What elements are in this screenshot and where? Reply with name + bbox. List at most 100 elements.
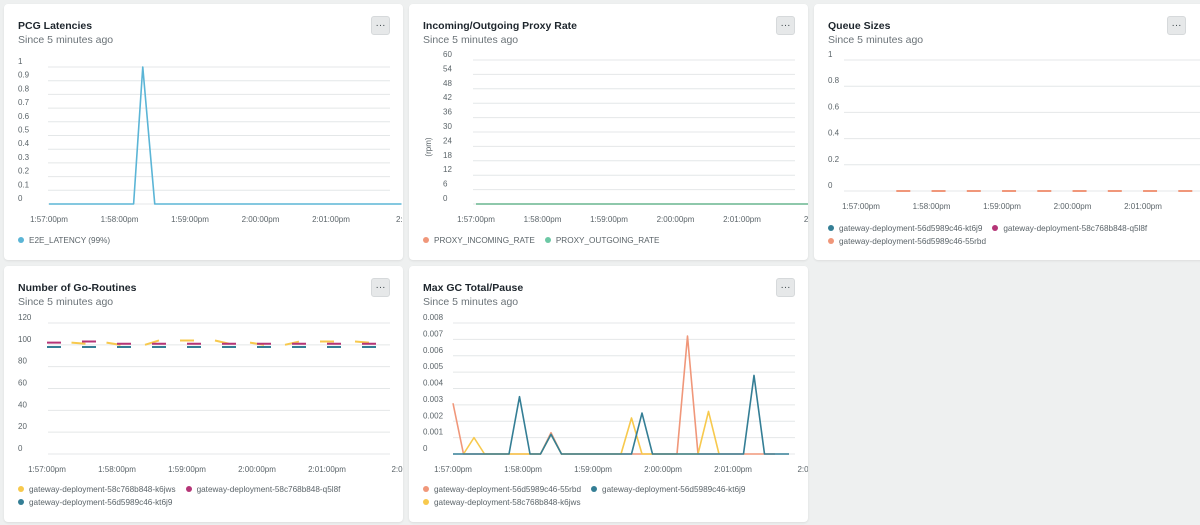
panel-menu-button[interactable]: ··· (371, 278, 390, 297)
x-tick-label: 1:59:00pm (171, 215, 209, 224)
legend-item[interactable]: gateway-deployment-58c768b848-q5l8f (992, 223, 1147, 236)
x-tick-label: 2:00:00pm (242, 215, 280, 224)
x-tick-label: 2:0 (396, 215, 403, 224)
legend-item[interactable]: gateway-deployment-58c768b848-k6jws (423, 497, 581, 510)
legend-item[interactable]: gateway-deployment-56d5989c46-kt6j9 (18, 497, 172, 510)
legend-item[interactable]: PROXY_INCOMING_RATE (423, 235, 535, 248)
legend-swatch (591, 486, 598, 492)
y-tick-label: 0.5 (18, 126, 30, 135)
series-segment (144, 339, 160, 346)
legend-swatch (423, 237, 429, 243)
panel-subtitle: Since 5 minutes ago (18, 296, 114, 308)
x-tick-label: 2:01:00pm (723, 215, 761, 224)
queue-sizes-chart[interactable]: 0 0.2 0.4 0.6 0.8 1 1:57:00pm 1:58:00pm 1:59:00p… (814, 4, 1200, 260)
legend-label: E2E_LATENCY (99%) (29, 236, 111, 245)
panel-title: PCG Latencies (18, 20, 93, 32)
pcg-latencies-chart[interactable]: 0 0.1 0.2 0.3 0.4 0.5 0.6 0.7 0.8 0.9 1 1:57:00pm 1:… (4, 4, 403, 260)
y-tick-label: 0.7 (18, 98, 30, 107)
legend-label: gateway-deployment-56d5989c46-55rbd (434, 485, 582, 494)
y-tick-label: 18 (443, 151, 452, 160)
proxy-rate-chart[interactable]: 0 6 12 18 24 30 36 42 48 54 60 (rpm) 1:57:00pm 1:58:0… (409, 4, 808, 260)
y-tick-label: 12 (443, 165, 452, 174)
legend-label: gateway-deployment-56d5989c46-kt6j9 (839, 224, 983, 233)
x-tick-label: 1:57:00pm (28, 465, 66, 474)
x-tick-label: 1:58:00pm (98, 465, 136, 474)
x-tick-label: 2:0 (797, 465, 808, 474)
series-line (49, 66, 402, 205)
legend-label: gateway-deployment-58c768b848-q5l8f (196, 485, 341, 494)
panel-menu-button[interactable]: ··· (1167, 16, 1186, 35)
legend-swatch (828, 225, 834, 231)
y-tick-label: 48 (443, 79, 452, 88)
panel-title: Number of Go-Routines (18, 282, 137, 294)
y-tick-label: 1 (18, 57, 23, 66)
legend-item[interactable]: gateway-deployment-58c768b848-q5l8f (185, 484, 341, 497)
legend-swatch (423, 498, 429, 505)
legend-item[interactable]: PROXY_OUTGOING_RATE (544, 235, 660, 248)
y-tick-label: 0.006 (423, 346, 444, 355)
legend-item[interactable]: gateway-deployment-58c768b848-k6jws (18, 484, 176, 497)
max-gc-chart[interactable]: 0 0.001 0.002 0.003 0.004 0.005 0.006 0.007 0.00… (409, 266, 808, 522)
legend-label: PROXY_INCOMING_RATE (434, 236, 535, 245)
legend-item[interactable]: gateway-deployment-56d5989c46-kt6j9 (828, 223, 982, 236)
panel-subtitle: Since 5 minutes ago (423, 296, 519, 308)
y-tick-label: 0 (828, 181, 833, 190)
x-tick-label: 2:01:00pm (312, 215, 350, 224)
chart-legend: gateway-deployment-56d5989c46-55rbd gatew… (423, 484, 803, 509)
x-tick-label: 2:00:00pm (657, 215, 695, 224)
y-tick-label: 100 (18, 335, 32, 344)
series-segment (354, 340, 370, 344)
go-routines-chart[interactable]: 0 20 40 60 80 100 120 1:57:00pm 1:58:00pm 1:59:00… (4, 266, 403, 522)
legend-label: gateway-deployment-58c768b848-k6jws (434, 497, 581, 507)
panel-subtitle: Since 5 minutes ago (18, 34, 114, 46)
y-tick-label: 0.8 (828, 76, 840, 85)
x-tick-label: 1:58:00pm (913, 202, 951, 211)
max-gc-panel: Max GC Total/Pause Since 5 minutes ago ·… (409, 266, 808, 522)
legend-swatch (18, 498, 24, 505)
x-tick-label: 1:58:00pm (524, 215, 562, 224)
panel-title: Max GC Total/Pause (423, 282, 524, 294)
legend-swatch (992, 225, 999, 231)
legend-item[interactable]: E2E_LATENCY (99%) (18, 235, 110, 248)
chart-legend: gateway-deployment-56d5989c46-kt6j9 gatew… (828, 223, 1200, 248)
y-tick-label: 0 (423, 444, 428, 453)
y-tick-label: 0.008 (423, 313, 444, 322)
chart-legend: gateway-deployment-58c768b848-k6jws gatew… (18, 484, 398, 509)
legend-item[interactable]: gateway-deployment-56d5989c46-55rbd (423, 484, 581, 497)
panel-menu-button[interactable]: ··· (776, 16, 795, 35)
y-axis-title: (rpm) (424, 137, 433, 156)
y-tick-label: 0 (18, 194, 23, 203)
y-tick-label: 36 (443, 108, 452, 117)
x-tick-label: 1:59:00pm (983, 202, 1021, 211)
legend-label: PROXY_OUTGOING_RATE (555, 236, 660, 245)
y-tick-label: 0.007 (423, 329, 444, 338)
y-tick-label: 0.002 (423, 411, 444, 420)
panel-menu-button[interactable]: ··· (371, 16, 390, 35)
legend-label: gateway-deployment-58c768b848-q5l8f (1003, 224, 1148, 233)
legend-label: gateway-deployment-56d5989c46-55rbd (839, 236, 987, 246)
x-tick-label: 2:01:00pm (714, 465, 752, 474)
legend-item[interactable]: gateway-deployment-56d5989c46-55rbd (828, 236, 986, 249)
x-tick-label: 2:01:00pm (1124, 202, 1162, 211)
x-tick-label: 2:01:00pm (308, 465, 346, 474)
x-tick-label: 1:59:00pm (590, 215, 628, 224)
x-tick-label: 1:57:00pm (30, 215, 68, 224)
legend-swatch (18, 486, 24, 492)
x-tick-label: 1:57:00pm (434, 465, 472, 474)
panel-menu-button[interactable]: ··· (776, 278, 795, 297)
y-tick-label: 0.6 (18, 112, 30, 121)
legend-item[interactable]: gateway-deployment-56d5989c46-kt6j9 (591, 484, 745, 497)
series-line (452, 335, 775, 455)
y-tick-label: 0 (18, 444, 23, 453)
y-tick-label: 0.4 (18, 139, 30, 148)
y-tick-label: 0.001 (423, 428, 444, 437)
y-tick-label: 6 (443, 180, 448, 189)
x-tick-label: 2:0 (391, 465, 403, 474)
legend-label: gateway-deployment-56d5989c46-kt6j9 (602, 485, 746, 494)
y-tick-label: 0.6 (828, 102, 840, 111)
y-tick-label: 120 (18, 313, 32, 322)
go-routines-panel: Number of Go-Routines Since 5 minutes ag… (4, 266, 403, 522)
queue-sizes-panel: Queue Sizes Since 5 minutes ago ··· 0 0.2… (814, 4, 1200, 260)
chart-legend: E2E_LATENCY (99%) (18, 235, 120, 248)
